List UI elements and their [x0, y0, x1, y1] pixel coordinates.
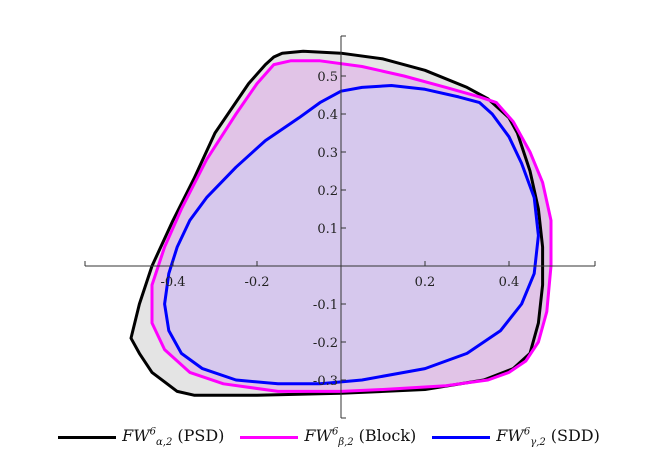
legend-label-psd: FW6α,2 (PSD) [122, 426, 224, 448]
legend-label-sdd: FW6γ,2 (SDD) [496, 426, 600, 448]
x-tick-label: 0.4 [499, 275, 520, 290]
legend-tag-sdd: (SDD) [550, 425, 600, 445]
legend-swatch-sdd [432, 435, 491, 439]
chart-plot-area: -0.4 -0.2 0.2 0.4 0.5 0.4 0.3 0.2 0.1 -0.1 -0.2 -0.… [84, 35, 596, 419]
legend-symbol-psd: FW6α,2 [122, 425, 173, 449]
y-tick-label: -0.3 [313, 374, 338, 389]
y-tick-label: 0.2 [317, 184, 338, 199]
y-tick-label: 0.1 [317, 222, 338, 237]
y-tick-label: 0.4 [317, 108, 338, 123]
x-tick-label: -0.2 [244, 275, 269, 290]
series-layer [129, 49, 553, 397]
region-fill-sdd [164, 85, 539, 384]
legend-item-psd: FW6α,2 (PSD) [58, 426, 224, 448]
region-outline-block [150, 59, 553, 393]
axes-layer: -0.4 -0.2 0.2 0.4 0.5 0.4 0.3 0.2 0.1 -0.1 -0.2 -0.… [84, 35, 596, 419]
region-outline-psd [129, 49, 545, 397]
x-tick-label: -0.4 [160, 275, 185, 290]
legend: FW6α,2 (PSD) FW6β,2 (Block) FW6γ,2 (SDD) [0, 420, 658, 454]
legend-item-sdd: FW6γ,2 (SDD) [432, 426, 600, 448]
legend-swatch-block [240, 435, 299, 439]
y-tick-label: 0.5 [317, 70, 338, 85]
legend-item-block: FW6β,2 (Block) [240, 426, 416, 448]
legend-symbol-sdd: FW6γ,2 [496, 425, 546, 449]
legend-label-block: FW6β,2 (Block) [304, 426, 416, 448]
legend-swatch-psd [58, 435, 117, 439]
region-outline-sdd [163, 84, 540, 386]
legend-tag-block: (Block) [358, 425, 417, 445]
y-tick-label: 0.3 [317, 146, 338, 161]
y-tick-label: -0.2 [313, 336, 338, 351]
y-tick-label: -0.1 [313, 298, 338, 313]
legend-symbol-block: FW6β,2 [304, 425, 354, 449]
x-tick-label: 0.2 [415, 275, 436, 290]
legend-tag-psd: (PSD) [177, 425, 225, 445]
